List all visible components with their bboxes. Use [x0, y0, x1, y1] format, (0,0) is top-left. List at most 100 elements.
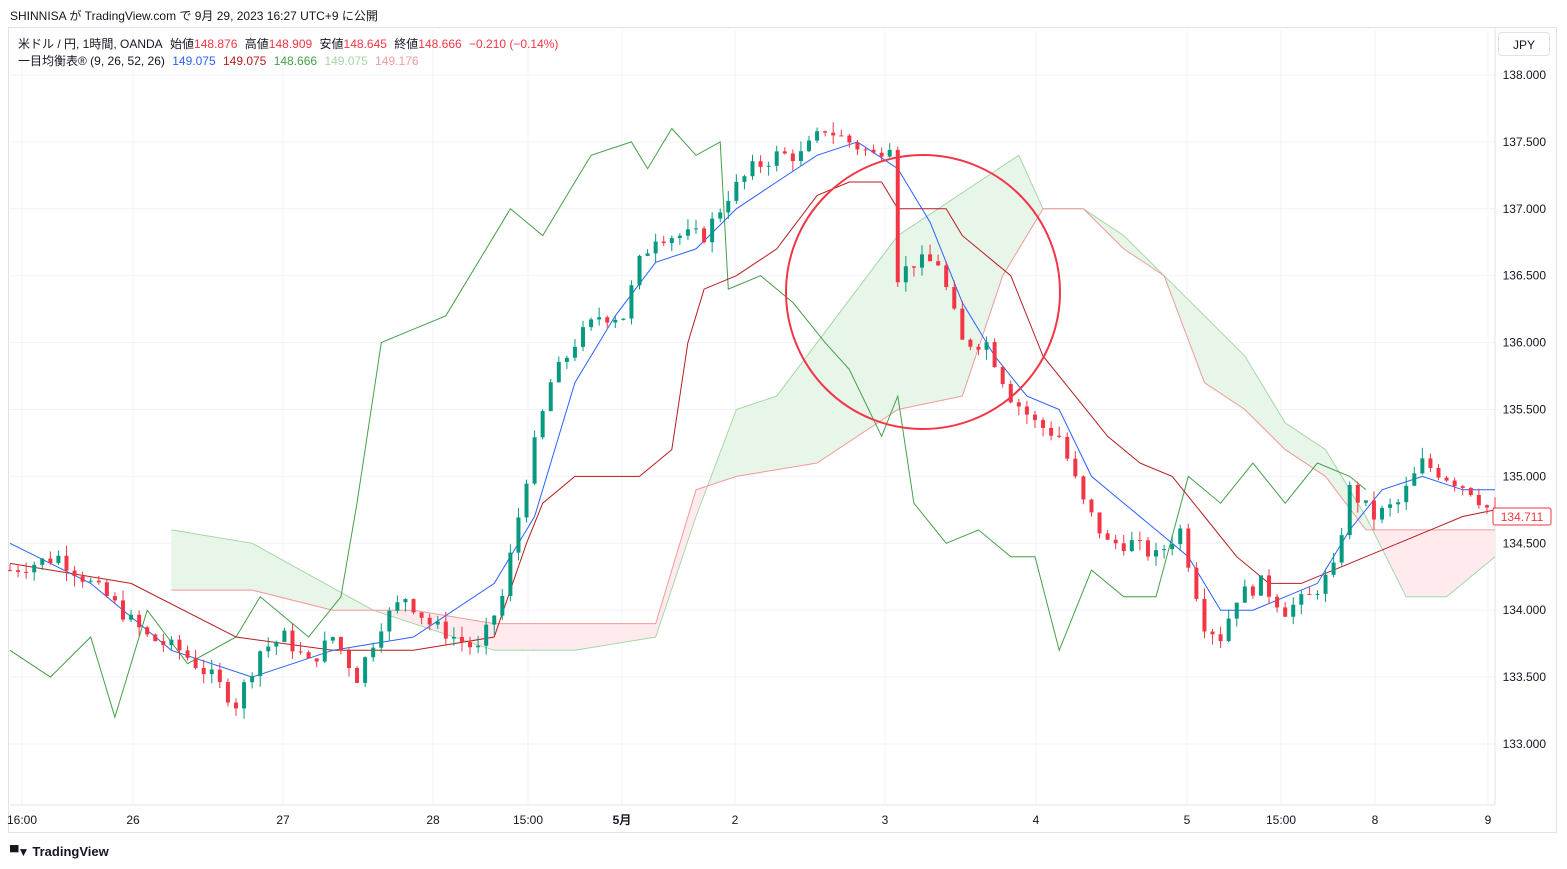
span-a-line	[171, 154, 1496, 651]
candle-body	[185, 650, 190, 658]
time-tick-label: 28	[426, 813, 440, 827]
candle-body	[726, 200, 731, 213]
candle-body	[1049, 427, 1054, 436]
candle-body	[911, 266, 916, 268]
candle-body	[274, 641, 279, 647]
close-value: 148.666	[418, 37, 462, 51]
candle-body	[621, 318, 626, 320]
footer-brand[interactable]: ▀▼ TradingView	[10, 844, 109, 859]
candle-body	[355, 668, 360, 683]
candle-body	[1065, 436, 1070, 459]
time-tick-label: 9	[1485, 813, 1492, 827]
candle-body	[887, 149, 892, 157]
candle-body	[137, 614, 142, 628]
candle-body	[435, 621, 440, 625]
time-tick-label: 16:00	[7, 813, 37, 827]
time-tick-label: 8	[1372, 813, 1379, 827]
candle-body	[1210, 631, 1215, 635]
candle-body	[1484, 505, 1489, 508]
candle-body	[532, 437, 537, 484]
candle-body	[936, 261, 941, 266]
candle-body	[1420, 458, 1425, 474]
currency-button[interactable]: JPY	[1498, 32, 1550, 56]
price-tick-label: 135.500	[1503, 403, 1547, 417]
candle-body	[1331, 562, 1336, 575]
change-value: −0.210 (−0.14%)	[469, 37, 559, 51]
candle-body	[572, 346, 577, 358]
candle-body	[694, 228, 699, 230]
candle-body	[1234, 602, 1239, 619]
cloud-bull-area	[712, 155, 1374, 533]
chikou-value: 148.666	[273, 54, 318, 68]
candle-body	[863, 149, 868, 151]
candle-body	[258, 651, 263, 677]
candle-body	[871, 149, 876, 153]
candle-body	[766, 165, 771, 167]
candle-body	[1097, 512, 1102, 534]
span-a-value: 149.075	[324, 54, 368, 68]
candle-body	[718, 212, 723, 219]
candle-body	[605, 317, 610, 323]
candle-body	[1283, 607, 1288, 617]
cloud-bear-area	[1373, 529, 1495, 597]
time-tick-label: 3	[882, 813, 889, 827]
candle-body	[468, 642, 473, 648]
candle-body	[1113, 539, 1118, 544]
candle-body	[129, 614, 134, 620]
candle-body	[387, 610, 392, 632]
candle-body	[427, 617, 432, 625]
candle-body	[589, 319, 594, 328]
candle-body	[1000, 367, 1005, 384]
candle-body	[112, 596, 117, 601]
publish-caption: SHINNISA が TradingView.com で 9月 29, 2023…	[10, 9, 378, 23]
candle-body	[88, 580, 93, 582]
candle-body	[1202, 598, 1207, 632]
candle-body	[564, 357, 569, 362]
candle-body	[411, 599, 416, 613]
candle-body	[476, 645, 481, 648]
candle-body	[1347, 485, 1352, 536]
candle-body	[484, 624, 489, 646]
candle-body	[1154, 550, 1159, 557]
candle-body	[831, 132, 836, 136]
candle-body	[1170, 544, 1175, 550]
candle-body	[64, 555, 69, 571]
candle-body	[225, 682, 230, 703]
chart-frame[interactable]	[8, 27, 1557, 833]
candle-body	[201, 667, 206, 675]
kijun-value: 149.075	[222, 54, 267, 68]
candle-body	[193, 657, 198, 668]
tenkan-line	[9, 141, 1495, 678]
ichimoku-name[interactable]: 一目均衡表® (9, 26, 52, 26)	[18, 54, 165, 68]
candle-body	[56, 555, 61, 564]
candle-body	[32, 564, 37, 573]
span-b-value: 149.176	[375, 54, 419, 68]
open-label: 始値	[170, 37, 195, 51]
candle-body	[540, 411, 545, 438]
candle-body	[371, 647, 376, 658]
candle-body	[492, 615, 497, 625]
candle-body	[798, 151, 803, 162]
candle-body	[903, 266, 908, 283]
price-tick-label: 133.000	[1503, 737, 1547, 751]
candle-body	[1218, 634, 1223, 642]
candle-body	[1145, 540, 1150, 557]
ichimoku-cloud	[171, 154, 1496, 651]
candle-body	[1371, 500, 1376, 520]
candle-body	[145, 627, 150, 635]
candle-body	[1162, 549, 1167, 551]
candle-body	[1250, 586, 1255, 596]
time-tick-label: 15:00	[1266, 813, 1296, 827]
legend-ichimoku: 一目均衡表® (9, 26, 52, 26) 149.075 149.075 1…	[18, 52, 423, 69]
candle-body	[815, 131, 820, 141]
candle-body	[1355, 485, 1360, 503]
candle-body	[330, 637, 335, 641]
candle-body	[597, 317, 602, 320]
candle-body	[48, 558, 53, 564]
candle-body	[338, 637, 343, 651]
symbol-label[interactable]: 米ドル / 円, 1時間, OANDA	[18, 37, 163, 51]
candle-body	[1137, 540, 1142, 542]
candle-body	[629, 285, 634, 319]
price-tick-label: 133.500	[1503, 670, 1547, 684]
